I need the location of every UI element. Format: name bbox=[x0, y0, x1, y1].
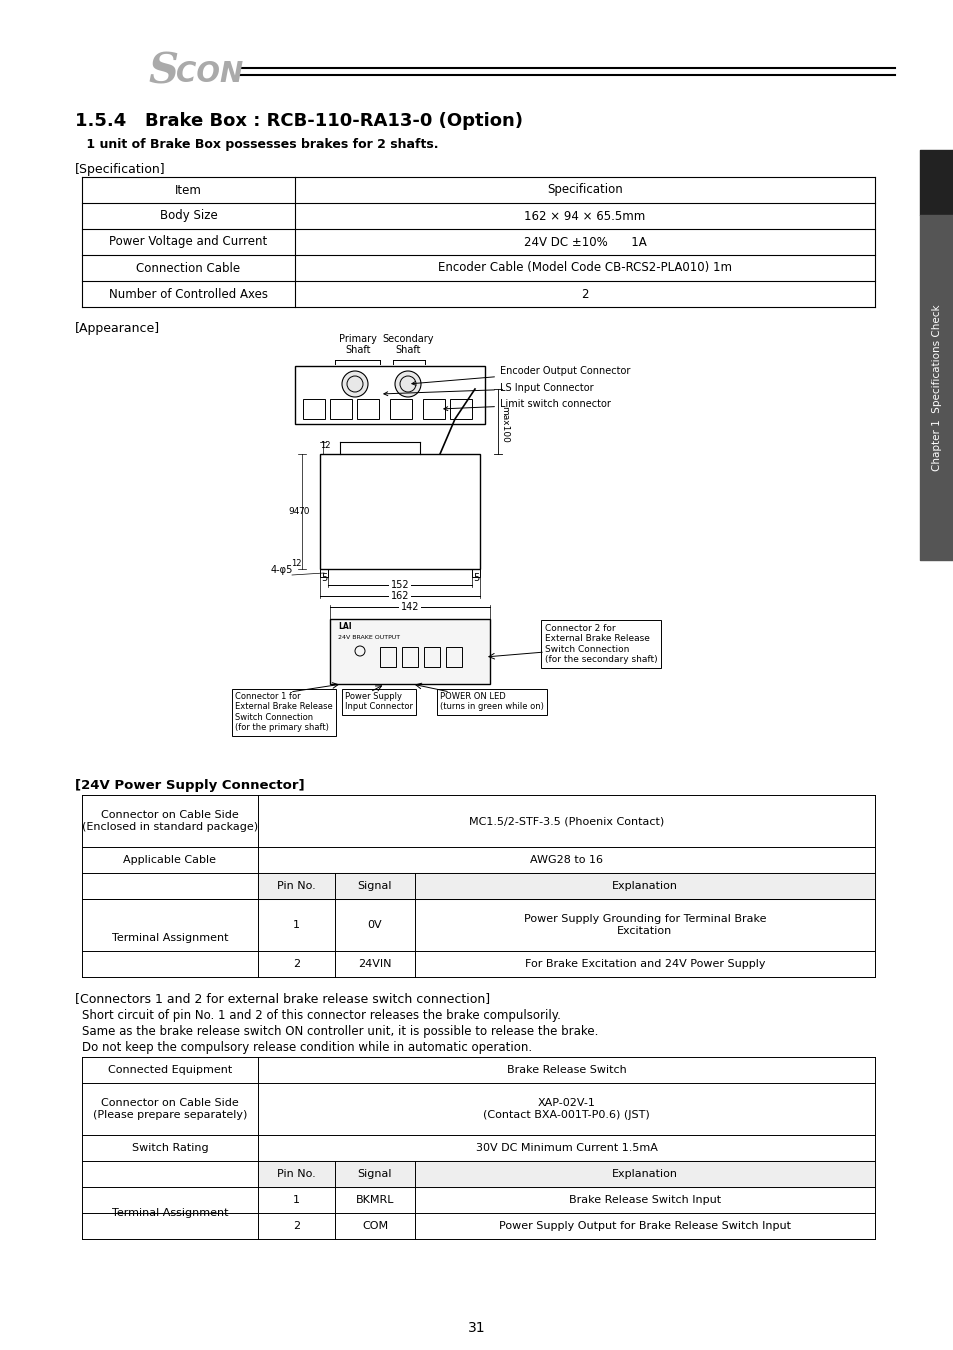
Text: 31: 31 bbox=[468, 1322, 485, 1335]
Text: Encoder Output Connector: Encoder Output Connector bbox=[412, 366, 630, 385]
Text: [Specification]: [Specification] bbox=[75, 163, 166, 176]
Text: Applicable Cable: Applicable Cable bbox=[123, 855, 216, 865]
Text: max100: max100 bbox=[500, 405, 509, 443]
Text: 1 unit of Brake Box possesses brakes for 2 shafts.: 1 unit of Brake Box possesses brakes for… bbox=[82, 138, 438, 151]
Text: 24V BRAKE OUTPUT: 24V BRAKE OUTPUT bbox=[337, 634, 399, 640]
Text: 12: 12 bbox=[319, 441, 330, 450]
Text: Shaft: Shaft bbox=[395, 346, 420, 355]
Text: 30V DC Minimum Current 1.5mA: 30V DC Minimum Current 1.5mA bbox=[475, 1143, 657, 1153]
Text: Signal: Signal bbox=[357, 1169, 392, 1179]
Text: 142: 142 bbox=[400, 602, 418, 612]
Text: Terminal Assignment: Terminal Assignment bbox=[112, 1208, 228, 1218]
Text: Connector 1 for
External Brake Release
Switch Connection
(for the primary shaft): Connector 1 for External Brake Release S… bbox=[234, 693, 333, 732]
Text: Power Voltage and Current: Power Voltage and Current bbox=[110, 235, 268, 248]
Text: Power Supply Grounding for Terminal Brake
Excitation: Power Supply Grounding for Terminal Brak… bbox=[523, 914, 765, 936]
Text: Connection Cable: Connection Cable bbox=[136, 262, 240, 274]
Text: LAI: LAI bbox=[337, 622, 352, 630]
Circle shape bbox=[341, 371, 368, 397]
Text: 24V DC ±10%  1A: 24V DC ±10% 1A bbox=[523, 235, 646, 248]
Text: 70: 70 bbox=[298, 508, 310, 516]
Text: Connector 2 for
External Brake Release
Switch Connection
(for the secondary shaf: Connector 2 for External Brake Release S… bbox=[544, 624, 657, 664]
Text: Limit switch connector: Limit switch connector bbox=[443, 400, 610, 410]
Text: Connected Equipment: Connected Equipment bbox=[108, 1065, 232, 1075]
Text: Encoder Cable (Model Code CB-RCS2-PLA010) 1m: Encoder Cable (Model Code CB-RCS2-PLA010… bbox=[437, 262, 731, 274]
Text: 1.5.4   Brake Box : RCB-110-RA13-0 (Option): 1.5.4 Brake Box : RCB-110-RA13-0 (Option… bbox=[75, 112, 522, 130]
Text: Item: Item bbox=[175, 184, 202, 197]
Text: Secondary: Secondary bbox=[382, 333, 434, 344]
Text: 4-φ5: 4-φ5 bbox=[271, 566, 293, 575]
Text: Terminal Assignment: Terminal Assignment bbox=[112, 933, 228, 944]
Text: 162: 162 bbox=[391, 591, 409, 601]
Text: 162 × 94 × 65.5mm: 162 × 94 × 65.5mm bbox=[524, 209, 645, 223]
Text: LS Input Connector: LS Input Connector bbox=[383, 383, 593, 396]
Text: Explanation: Explanation bbox=[612, 1169, 678, 1179]
Text: Do not keep the compulsory release condition while in automatic operation.: Do not keep the compulsory release condi… bbox=[82, 1041, 532, 1054]
Circle shape bbox=[395, 371, 420, 397]
Text: POWER ON LED
(turns in green while on): POWER ON LED (turns in green while on) bbox=[439, 693, 543, 711]
Text: Explanation: Explanation bbox=[612, 882, 678, 891]
Text: Brake Release Switch: Brake Release Switch bbox=[506, 1065, 626, 1075]
Text: Power Supply Output for Brake Release Switch Input: Power Supply Output for Brake Release Sw… bbox=[498, 1220, 790, 1231]
Text: MC1.5/2-STF-3.5 (Phoenix Contact): MC1.5/2-STF-3.5 (Phoenix Contact) bbox=[468, 815, 663, 826]
Text: 24VIN: 24VIN bbox=[358, 958, 392, 969]
Text: Signal: Signal bbox=[357, 882, 392, 891]
Text: 1: 1 bbox=[293, 1195, 299, 1206]
Text: Number of Controlled Axes: Number of Controlled Axes bbox=[109, 288, 268, 301]
Text: [24V Power Supply Connector]: [24V Power Supply Connector] bbox=[75, 779, 304, 792]
Text: BKMRL: BKMRL bbox=[355, 1195, 394, 1206]
Text: Connector on Cable Side
(Enclosed in standard package): Connector on Cable Side (Enclosed in sta… bbox=[82, 810, 258, 832]
Text: Same as the brake release switch ON controller unit, it is possible to release t: Same as the brake release switch ON cont… bbox=[82, 1025, 598, 1038]
Text: Shaft: Shaft bbox=[345, 346, 371, 355]
Text: [Connectors 1 and 2 for external brake release switch connection]: [Connectors 1 and 2 for external brake r… bbox=[75, 992, 490, 1004]
Text: COM: COM bbox=[361, 1220, 388, 1231]
Text: 2: 2 bbox=[293, 1220, 300, 1231]
Text: Short circuit of pin No. 1 and 2 of this connector releases the brake compulsori: Short circuit of pin No. 1 and 2 of this… bbox=[82, 1008, 560, 1022]
Text: For Brake Excitation and 24V Power Supply: For Brake Excitation and 24V Power Suppl… bbox=[524, 958, 764, 969]
Text: [Appearance]: [Appearance] bbox=[75, 323, 160, 335]
Text: Power Supply
Input Connector: Power Supply Input Connector bbox=[345, 693, 413, 711]
Text: 1: 1 bbox=[293, 919, 299, 930]
Text: Primary: Primary bbox=[338, 333, 376, 344]
Text: 5: 5 bbox=[320, 572, 327, 583]
Text: Pin No.: Pin No. bbox=[276, 882, 315, 891]
Text: Specification: Specification bbox=[547, 184, 622, 197]
Text: 152: 152 bbox=[391, 580, 409, 590]
Text: Body Size: Body Size bbox=[159, 209, 217, 223]
Text: Connector on Cable Side
(Please prepare separately): Connector on Cable Side (Please prepare … bbox=[92, 1098, 247, 1119]
Text: Brake Release Switch Input: Brake Release Switch Input bbox=[568, 1195, 720, 1206]
Text: 0V: 0V bbox=[367, 919, 382, 930]
Text: Chapter 1  Specifications Check: Chapter 1 Specifications Check bbox=[931, 304, 941, 471]
Text: 2: 2 bbox=[293, 958, 300, 969]
Text: 94: 94 bbox=[289, 508, 299, 516]
Polygon shape bbox=[330, 620, 490, 684]
Text: Switch Rating: Switch Rating bbox=[132, 1143, 208, 1153]
Text: AWG28 to 16: AWG28 to 16 bbox=[530, 855, 602, 865]
Text: Pin No.: Pin No. bbox=[276, 1169, 315, 1179]
Text: CON: CON bbox=[175, 59, 243, 88]
Text: 2: 2 bbox=[580, 288, 588, 301]
Text: S: S bbox=[148, 51, 178, 93]
Text: 5: 5 bbox=[473, 572, 478, 583]
Text: XAP-02V-1
(Contact BXA-001T-P0.6) (JST): XAP-02V-1 (Contact BXA-001T-P0.6) (JST) bbox=[482, 1098, 649, 1119]
Text: 12: 12 bbox=[292, 559, 302, 567]
